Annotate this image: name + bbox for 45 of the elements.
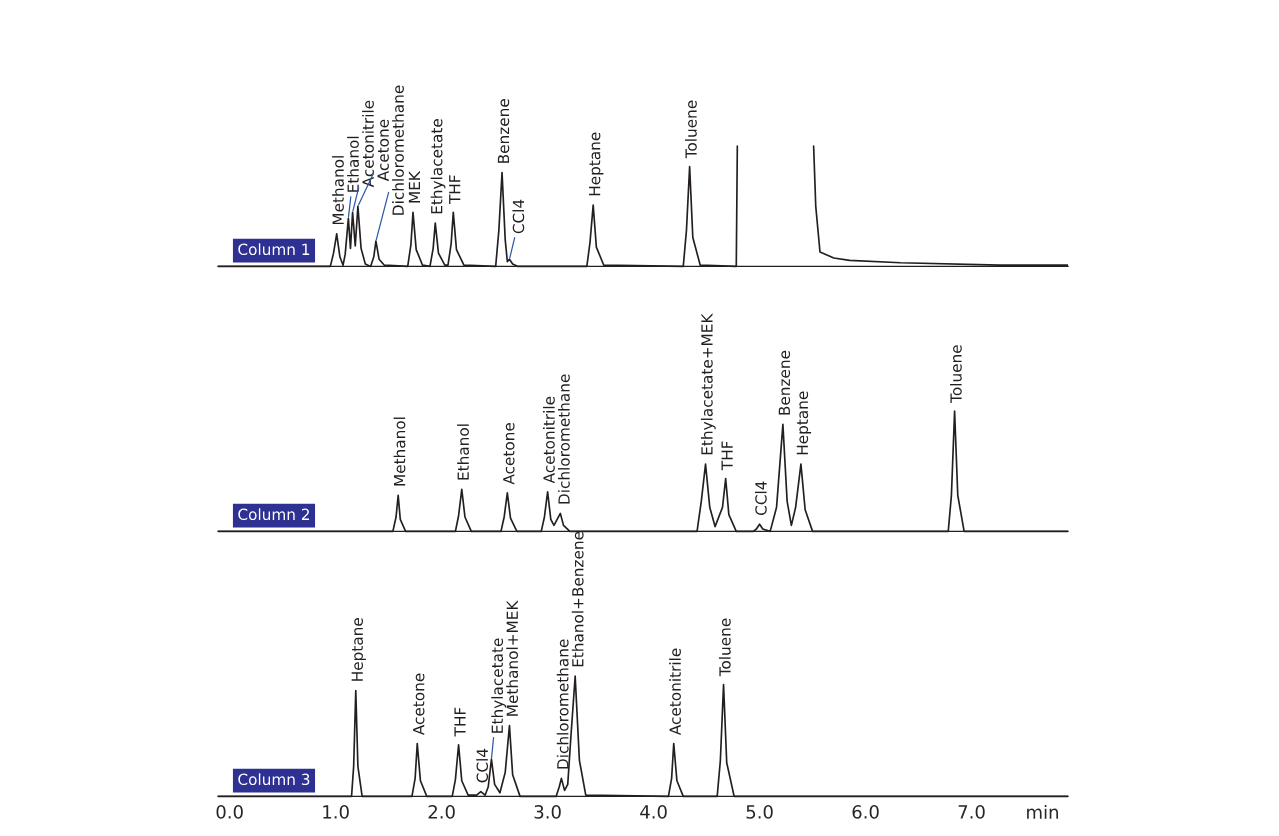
series-label: Column 3 [238,773,310,786]
annotation: CCl4 [754,481,767,515]
annotation: Heptane [589,132,604,196]
annotation: Acetone [503,423,515,485]
x-tick-label: 0.0 [216,805,243,819]
annotation: Dichloromethane [392,85,404,215]
x-tick-label: 2.0 [428,805,455,819]
annotation: Acetonitrile [669,648,681,736]
annotation: Acetone [377,119,389,182]
annotation: Ethylacetate [491,638,507,733]
annotation: Dichloromethane [556,639,569,769]
x-tick-label: 3.0 [534,805,561,819]
annotation: Benzene [778,350,791,415]
annotation: Heptane [796,391,812,455]
annotation: THF [454,707,466,737]
annotation: Ethanol+Benzene [571,531,584,667]
annotation: Acetone [413,673,425,736]
annotation: Methanol [332,156,344,225]
annotation: Dichloromethane [558,374,570,504]
annotation: Acetonitrile [362,100,374,188]
x-tick-label: 1.0 [323,805,349,819]
x-tick-label: 6.0 [852,805,879,819]
annotation: Toluene [685,100,697,159]
annotation: CCl4 [476,748,489,783]
series-label: Column 2 [238,508,309,521]
x-tick-label: 4.0 [640,805,667,819]
annotation: CCl4 [512,199,525,234]
annotation: THF [449,175,461,205]
annotation: Ethylacetate [430,119,446,214]
annotation: Ethanol [347,136,359,192]
annotation: Toluene [949,345,962,403]
x-tick-label: 5.0 [746,805,773,819]
annotation: Methanol [393,417,406,486]
series-label: Column 1 [238,243,310,256]
x-tick-label: 7.0 [958,805,985,819]
annotation: Ethanol [457,424,469,480]
annotation: Ethylacetate+MEK [700,313,716,455]
annotation: MEK [408,170,421,203]
annotation: Toluene [718,618,731,677]
annotation: THF [721,441,733,471]
annotation: Heptane [351,618,366,681]
annotation: Benzene [497,99,510,163]
annotation: Methanol+MEK [506,600,519,716]
x-axis-title: min [1027,805,1058,819]
annotation: Acetonitrile [543,396,555,484]
